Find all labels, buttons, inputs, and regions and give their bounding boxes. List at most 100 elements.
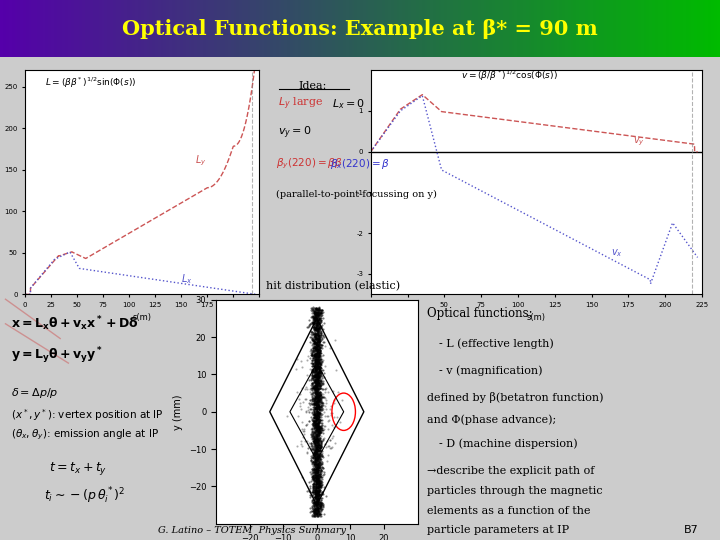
Point xyxy=(310,371,321,380)
Point xyxy=(313,458,325,467)
Point xyxy=(310,381,322,389)
Point xyxy=(311,353,323,361)
Point xyxy=(307,347,318,355)
Point xyxy=(311,346,323,354)
Point xyxy=(311,410,323,418)
Point xyxy=(310,329,322,338)
Point xyxy=(316,436,328,445)
Point xyxy=(306,379,318,387)
Point xyxy=(314,487,325,495)
Point xyxy=(309,510,320,518)
Point xyxy=(310,463,322,471)
Point xyxy=(308,397,320,406)
Point xyxy=(316,309,328,318)
Point xyxy=(309,309,320,318)
Point xyxy=(310,421,322,430)
Point xyxy=(320,383,332,392)
Point xyxy=(312,456,324,464)
Point xyxy=(312,495,323,503)
Point xyxy=(311,355,323,364)
Point xyxy=(309,385,320,394)
Point xyxy=(307,484,318,493)
Point xyxy=(308,354,320,362)
Point xyxy=(313,402,325,410)
Point xyxy=(306,428,318,437)
Point xyxy=(301,371,312,380)
Point xyxy=(312,337,323,346)
Point xyxy=(310,498,321,507)
Point xyxy=(315,503,327,511)
Point xyxy=(309,397,320,406)
Point xyxy=(312,506,324,515)
Point xyxy=(312,330,323,339)
Point xyxy=(312,424,324,433)
Point xyxy=(310,457,321,465)
Point xyxy=(311,458,323,467)
Point xyxy=(308,470,320,479)
Point xyxy=(307,483,319,492)
Point xyxy=(315,355,326,364)
Point xyxy=(292,441,303,450)
Point xyxy=(311,383,323,392)
Point xyxy=(314,426,325,434)
Point xyxy=(311,404,323,413)
Point xyxy=(314,423,325,432)
Point xyxy=(316,421,328,429)
Point xyxy=(307,320,319,328)
Point xyxy=(307,482,318,491)
Point xyxy=(311,409,323,417)
Point xyxy=(316,426,328,434)
Point xyxy=(313,417,325,426)
Point xyxy=(313,315,325,323)
Point xyxy=(312,390,323,399)
Point xyxy=(312,491,323,500)
Point xyxy=(306,386,318,395)
Point xyxy=(312,417,324,426)
Point xyxy=(314,504,325,512)
Point xyxy=(315,443,326,452)
Point xyxy=(312,381,323,389)
Point xyxy=(316,356,328,365)
Point xyxy=(305,413,317,421)
Point xyxy=(312,437,324,446)
Point xyxy=(313,461,325,469)
Point xyxy=(313,446,325,454)
Point xyxy=(308,416,320,425)
Point xyxy=(312,361,324,369)
Point xyxy=(311,447,323,455)
Point xyxy=(310,356,321,364)
Point xyxy=(307,368,318,376)
Point xyxy=(307,366,318,374)
Point xyxy=(307,451,319,460)
Point xyxy=(310,404,321,413)
Point xyxy=(307,457,319,466)
Point xyxy=(310,305,322,313)
Point xyxy=(313,394,325,403)
Point xyxy=(305,338,316,346)
Point xyxy=(307,312,319,321)
Point xyxy=(311,482,323,491)
Point xyxy=(310,494,322,502)
Point xyxy=(310,324,321,333)
Text: $L_y$ large: $L_y$ large xyxy=(279,96,324,112)
Point xyxy=(309,414,320,422)
Point xyxy=(310,385,322,394)
Point xyxy=(310,473,321,482)
Point xyxy=(311,369,323,377)
Point xyxy=(313,319,325,327)
Point xyxy=(310,420,321,428)
Point xyxy=(313,341,325,349)
Point xyxy=(315,390,326,399)
Point xyxy=(307,474,319,482)
Point xyxy=(311,460,323,469)
Point xyxy=(312,370,324,379)
Point xyxy=(307,496,318,504)
Point xyxy=(300,407,312,416)
Point xyxy=(311,403,323,411)
Point xyxy=(312,484,323,493)
Point xyxy=(307,388,318,397)
Point xyxy=(315,476,326,484)
Point xyxy=(314,450,325,459)
Point xyxy=(309,316,320,325)
Point xyxy=(304,416,315,425)
